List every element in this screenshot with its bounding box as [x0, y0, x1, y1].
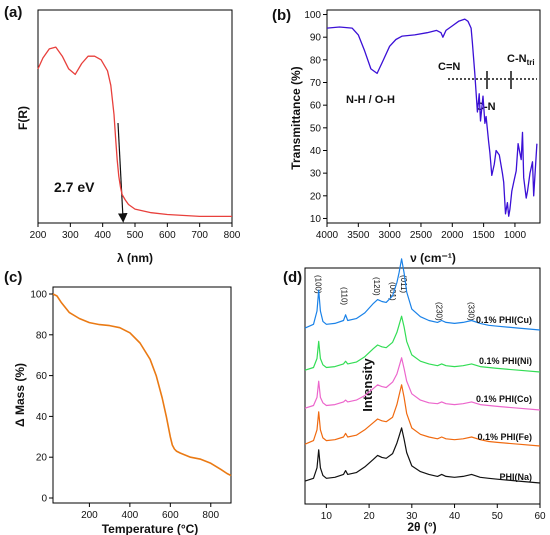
- panel-c-label: (c): [4, 269, 22, 286]
- xrd-pattern: [304, 384, 541, 447]
- panel-c-ticks: 200 400 600 800 0 20 40 60 80 100: [30, 290, 219, 522]
- legend-label: 0.1% PHI(Ni): [479, 356, 532, 366]
- panel-a-arrow: [117, 122, 128, 223]
- xrd-pattern: [304, 427, 541, 484]
- x-tick-label: 200: [81, 510, 98, 521]
- panel-d-ylabel: Intensity: [360, 358, 375, 412]
- peak-label: (120): [372, 277, 381, 296]
- y-tick-label: 0: [41, 494, 47, 505]
- annotation-c-ntri-sub: tri: [527, 58, 535, 67]
- peak-label: (100): [314, 275, 323, 294]
- panel-a-xticks: 200 300 400 500 600 700 800: [30, 223, 241, 241]
- x-tick-label: 800: [224, 230, 241, 241]
- y-tick-label: 80: [36, 330, 48, 341]
- y-tick-label: 90: [310, 33, 322, 44]
- panel-c-xlabel: Temperature (°C): [102, 522, 199, 535]
- panel-d-xticks: 10 20 30 40 50 60: [321, 504, 546, 522]
- legend-label: PHI(Na): [499, 472, 532, 482]
- peak-label: (330): [467, 302, 476, 321]
- panel-a-xlabel: λ (nm): [117, 251, 153, 265]
- legend-label: 0.1% PHI(Fe): [477, 432, 532, 442]
- panel-b-ylabel: Transmittance (%): [289, 66, 303, 169]
- panel-d-xlabel: 2θ (°): [407, 520, 436, 534]
- x-tick-label: 500: [127, 230, 144, 241]
- panel-d-frame: [304, 267, 541, 505]
- annotation-c-ntri-main: C-N: [507, 53, 527, 65]
- panel-d-legend: 0.1% PHI(Cu) 0.1% PHI(Ni) 0.1% PHI(Co) 0.1%…: [476, 315, 532, 482]
- panel-d-label: (d): [283, 269, 302, 286]
- panel-b-label: (b): [272, 7, 291, 24]
- panel-d-series: [304, 258, 541, 484]
- panel-a-label: (a): [4, 4, 22, 21]
- x-tick-label: 2500: [410, 230, 433, 241]
- x-tick-label: 300: [62, 230, 79, 241]
- x-tick-label: 60: [534, 511, 546, 522]
- panel-d: (d) Intensity 2θ (°) 10 20 30 40 50 60 (100)(…: [283, 258, 546, 534]
- xrd-pattern: [304, 258, 541, 331]
- y-tick-label: 100: [30, 290, 47, 301]
- x-tick-label: 700: [191, 230, 208, 241]
- x-tick-label: 800: [202, 510, 219, 521]
- xrd-pattern: [304, 357, 541, 411]
- y-tick-label: 20: [36, 453, 48, 464]
- y-tick-label: 60: [310, 101, 322, 112]
- panel-c-series: [52, 293, 232, 477]
- x-tick-label: 3000: [379, 230, 402, 241]
- peak-label: (001): [388, 282, 397, 301]
- panel-b-ticks: 4000 3500 3000 2500 2000 1500 1000 10 20 30 40 50 60…: [304, 10, 526, 241]
- x-tick-label: 4000: [316, 230, 339, 241]
- annotation-c-n-double: C=N: [438, 61, 460, 73]
- x-tick-label: 600: [162, 510, 179, 521]
- peak-label: (110): [340, 287, 349, 305]
- y-tick-label: 50: [310, 123, 322, 134]
- legend-label: 0.1% PHI(Cu): [476, 315, 532, 325]
- panel-c-frame: [52, 286, 232, 504]
- y-tick-label: 80: [310, 55, 322, 66]
- legend-label: 0.1% PHI(Co): [476, 394, 532, 404]
- y-tick-label: 20: [310, 191, 322, 202]
- x-tick-label: 1500: [472, 230, 495, 241]
- panel-b-series: [326, 18, 538, 217]
- x-tick-label: 30: [406, 511, 418, 522]
- y-tick-label: 60: [36, 371, 48, 382]
- y-tick-label: 40: [310, 146, 322, 157]
- x-tick-label: 40: [449, 511, 461, 522]
- x-tick-label: 400: [122, 510, 139, 521]
- annotation-nh-oh: N-H / O-H: [346, 94, 395, 106]
- tga-curve: [52, 293, 232, 477]
- annotation-c-n: C-N: [476, 101, 496, 113]
- x-tick-label: 10: [321, 511, 333, 522]
- annotation-c-ntri: C-Ntri: [507, 53, 535, 67]
- peak-label: (230): [435, 302, 444, 321]
- panel-c-ylabel: Δ Mass (%): [13, 363, 27, 427]
- panel-a: (a) F(R) λ (nm) 2.7 eV 200 300 400 500 600 70…: [4, 4, 241, 265]
- x-tick-label: 20: [364, 511, 376, 522]
- y-tick-label: 10: [310, 214, 322, 225]
- x-tick-label: 600: [159, 230, 176, 241]
- panel-b-xlabel: ν (cm⁻¹): [410, 251, 456, 265]
- absorbance-curve: [37, 46, 232, 218]
- y-tick-label: 30: [310, 169, 322, 180]
- panel-b: (b) Transmittance (%) ν (cm⁻¹) N-H / O-H…: [272, 7, 541, 265]
- x-tick-label: 1000: [504, 230, 527, 241]
- panel-b-frame: [326, 9, 541, 224]
- x-tick-label: 2000: [441, 230, 464, 241]
- x-tick-label: 50: [492, 511, 504, 522]
- ftir-spectrum: [326, 18, 538, 217]
- y-tick-label: 70: [310, 78, 322, 89]
- y-tick-label: 100: [304, 10, 321, 21]
- xrd-pattern: [304, 315, 541, 373]
- panel-a-annotation: 2.7 eV: [54, 179, 95, 195]
- x-tick-label: 3500: [347, 230, 370, 241]
- panel-a-series: [37, 46, 232, 218]
- panel-d-peak-labels: (100) (110) (120) (001) (011) (230) (330): [314, 275, 476, 321]
- x-tick-label: 200: [30, 230, 47, 241]
- y-tick-label: 40: [36, 412, 48, 423]
- peak-label: (011): [399, 275, 408, 293]
- x-tick-label: 400: [94, 230, 111, 241]
- panel-c: (c) Δ Mass (%) Temperature (°C) 200 400 60…: [4, 269, 232, 535]
- panel-a-ylabel: F(R): [16, 106, 30, 130]
